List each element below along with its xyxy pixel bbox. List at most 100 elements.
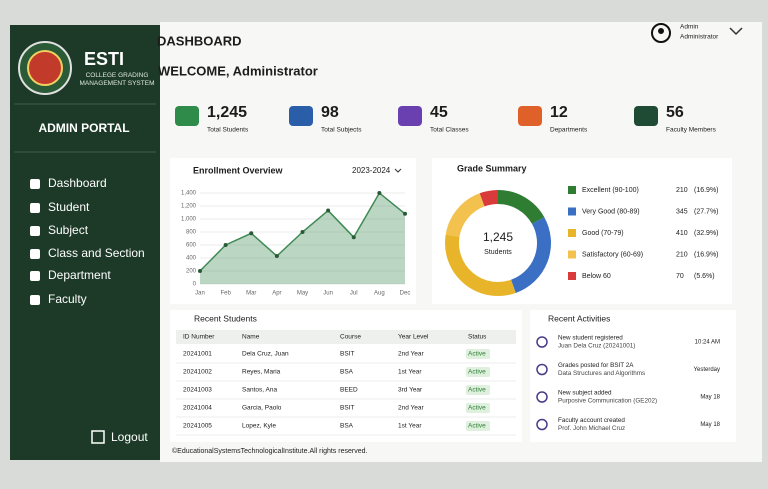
nav-icon[interactable] [30,271,40,281]
nav-item[interactable]: Department [48,268,111,282]
status-badge [466,385,490,395]
activities-card [530,310,736,442]
card-title: Enrollment Overview [193,165,284,175]
activity-title: New student registered [558,335,623,342]
card-title: Grade Summary [457,163,527,173]
table-cell: Santos, Ana [242,387,277,394]
legend-swatch [568,207,576,216]
welcome: WELCOME, Administrator [158,63,318,78]
table-cell: 1st Year [398,369,422,376]
x-tick-label: Mar [246,291,256,297]
activity-title: New subject added [558,390,612,397]
user-avatar[interactable] [651,23,671,43]
stat-label: Faculty Members [666,127,717,134]
x-tick-label: Aug [374,291,385,297]
nav-icon[interactable] [30,203,40,213]
period-chevron[interactable] [394,168,402,173]
enrollment-card [170,158,416,304]
activity-time: 10:24 AM [695,340,720,346]
donut-segment [479,190,499,207]
activity-icon [536,418,548,431]
table-cell: BSIT [340,405,354,412]
y-tick-label: 1,400 [181,191,197,197]
period-select[interactable]: 2023-2024 [352,166,391,175]
brand: ESTI [84,49,124,69]
user-menu-chevron[interactable] [729,27,743,36]
donut-center-value: 1,245 [483,230,513,244]
logout[interactable]: Logout [111,430,148,444]
status-text: Active [468,423,486,430]
page-title: DASHBOARD [157,33,242,48]
table-cell: Lopez, Kyle [242,423,276,430]
user-role: Administrator [680,34,719,41]
activity-detail: Data Structures and Algorithms [558,370,645,377]
table-header: Name [242,334,260,341]
stat-value: 98 [321,104,339,121]
activity-detail: Purposive Communication (GE202) [558,398,657,405]
table-header: Year Level [398,334,429,341]
table-cell: Dela Cruz, Juan [242,351,289,358]
table-header: Status [468,334,487,341]
footer: ©EducationalSystemsTechnologicalInstitut… [172,447,367,455]
table-cell: 2nd Year [398,351,425,358]
table-header: Course [340,334,361,341]
table-cell: 20241005 [183,423,212,430]
data-point [198,269,202,273]
status-text: Active [468,387,486,394]
nav-item[interactable]: Dashboard [48,176,107,190]
brand-subtitle: COLLEGE GRADING MANAGEMENT SYSTEM [79,72,155,87]
data-point [377,191,382,195]
legend-value: 210 [676,251,688,258]
stat-icon [175,106,199,126]
nav-icon[interactable] [30,249,40,259]
legend-label: Satisfactory (60-69) [582,251,643,258]
y-tick-label: 1,000 [181,217,197,223]
table-header: ID Number [183,334,215,341]
y-tick-label: 800 [186,230,197,236]
nav-item[interactable]: Student [48,200,90,214]
data-point [326,208,331,213]
status-badge [466,403,490,413]
activity-time: May 18 [700,422,720,428]
legend-label: Good (70-79) [582,230,624,237]
nav-item[interactable]: Faculty [48,292,87,306]
legend-swatch [568,250,576,259]
x-tick-label: Dec [400,291,411,297]
legend-value: 70 [676,273,684,280]
stat-value: 56 [666,104,684,121]
user-avatar-head [658,28,664,34]
stat-label: Total Students [207,127,249,134]
activity-title: Faculty account created [558,417,625,424]
nav-item[interactable]: Subject [48,223,89,237]
data-point [403,211,407,216]
stat-label: Total Subjects [321,127,362,134]
nav-icon[interactable] [30,226,40,236]
legend-label: Below 60 [582,273,611,280]
nav-item[interactable]: Class and Section [48,246,145,260]
x-tick-label: Jul [350,291,358,297]
legend-label: Excellent (90-100) [582,187,639,194]
area-fill [200,193,405,284]
table-cell: 20241003 [183,387,212,394]
table-cell: BSA [340,423,354,430]
activity-detail: Juan Dela Cruz (20241001) [558,343,635,350]
table-cell: Garcia, Paolo [242,405,282,412]
status-text: Active [468,369,486,376]
stat-icon [398,106,422,126]
data-point [274,254,279,259]
nav-icon[interactable] [30,295,40,305]
x-tick-label: Feb [220,291,231,297]
y-tick-label: 1,200 [181,204,197,210]
stat-label: Total Classes [430,127,469,134]
data-point [300,230,305,234]
table-cell: BEED [340,387,358,394]
y-tick-label: 200 [186,269,197,275]
legend-value: 410 [676,230,688,237]
legend-swatch [568,272,576,280]
nav-icon[interactable] [30,179,40,189]
table-cell: 20241004 [183,405,212,412]
logout-icon[interactable] [91,430,105,444]
legend-value: 345 [676,208,688,215]
stat-label: Departments [550,127,588,134]
